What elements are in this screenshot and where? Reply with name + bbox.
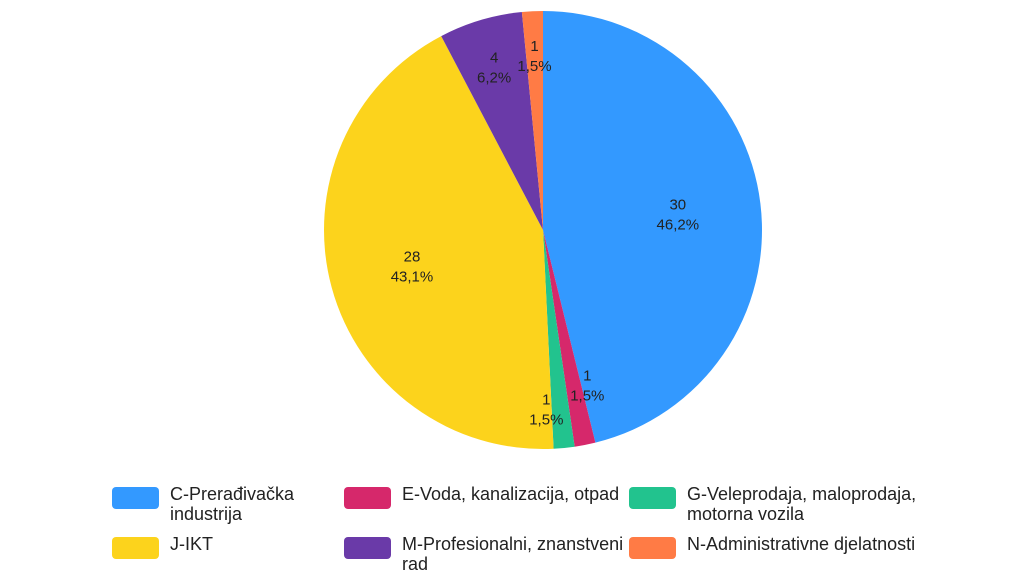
legend-label-m: M-Profesionalni, znanstveni rad: [402, 534, 624, 574]
legend-label-n: N-Administrativne djelatnosti: [687, 534, 916, 554]
slice-label-n: 1 1,5%: [517, 38, 551, 75]
pie-slice-g[interactable]: [543, 230, 575, 449]
legend-label-c: C-Prerađivačka industrija: [170, 484, 295, 524]
legend-swatch-c: [112, 487, 159, 509]
legend-item-e[interactable]: E-Voda, kanalizacija, otpad: [344, 484, 629, 524]
pie-slice-n[interactable]: [521, 11, 543, 230]
slice-value-n: 1: [530, 38, 538, 55]
slice-value-j: 28: [404, 249, 421, 266]
legend-item-g[interactable]: G-Veleprodaja, maloprodaja, motorna vozi…: [629, 484, 969, 524]
legend-item-c[interactable]: C-Prerađivačka industrija: [112, 484, 344, 524]
legend-label-g: G-Veleprodaja, maloprodaja, motorna vozi…: [687, 484, 917, 524]
slice-label-g: 1 1,5%: [529, 392, 563, 429]
pie-slice-m[interactable]: [441, 12, 543, 231]
legend-swatch-g: [629, 487, 676, 509]
pie-slice-e[interactable]: [543, 230, 596, 447]
legend-swatch-e: [344, 487, 391, 509]
legend-label-j: J-IKT: [170, 534, 213, 554]
slice-percent-m: 6,2%: [477, 69, 511, 86]
legend-item-n[interactable]: N-Administrativne djelatnosti: [629, 534, 969, 574]
slice-label-m: 4 6,2%: [477, 49, 511, 86]
slice-label-c: 30 46,2%: [657, 197, 700, 234]
slice-percent-c: 46,2%: [657, 217, 700, 234]
slice-label-e: 1 1,5%: [570, 368, 604, 405]
slice-percent-g: 1,5%: [529, 412, 563, 429]
slice-label-j: 28 43,1%: [391, 249, 434, 286]
legend-swatch-n: [629, 537, 676, 559]
pie-slices: [323, 11, 762, 449]
pie-labels: 30 46,2%1 1,5%1 1,5%28 43,1%4 6,2%1 1,5%: [391, 38, 699, 429]
slice-value-g: 1: [542, 392, 550, 409]
slice-percent-e: 1,5%: [570, 388, 604, 405]
slice-value-m: 4: [490, 49, 498, 66]
slice-value-e: 1: [583, 368, 591, 385]
legend-swatch-j: [112, 537, 159, 559]
slice-percent-n: 1,5%: [517, 58, 551, 75]
pie-slice-j[interactable]: [323, 36, 554, 449]
pie-slice-c[interactable]: [543, 11, 762, 443]
legend-item-m[interactable]: M-Profesionalni, znanstveni rad: [344, 534, 629, 574]
legend-label-e: E-Voda, kanalizacija, otpad: [402, 484, 620, 504]
legend: C-Prerađivačka industrija E-Voda, kanali…: [112, 484, 992, 574]
slice-percent-j: 43,1%: [391, 269, 434, 286]
slice-value-c: 30: [669, 197, 686, 214]
legend-swatch-m: [344, 537, 391, 559]
legend-item-j[interactable]: J-IKT: [112, 534, 344, 574]
pie-chart: 30 46,2%1 1,5%1 1,5%28 43,1%4 6,2%1 1,5%: [323, 11, 762, 449]
